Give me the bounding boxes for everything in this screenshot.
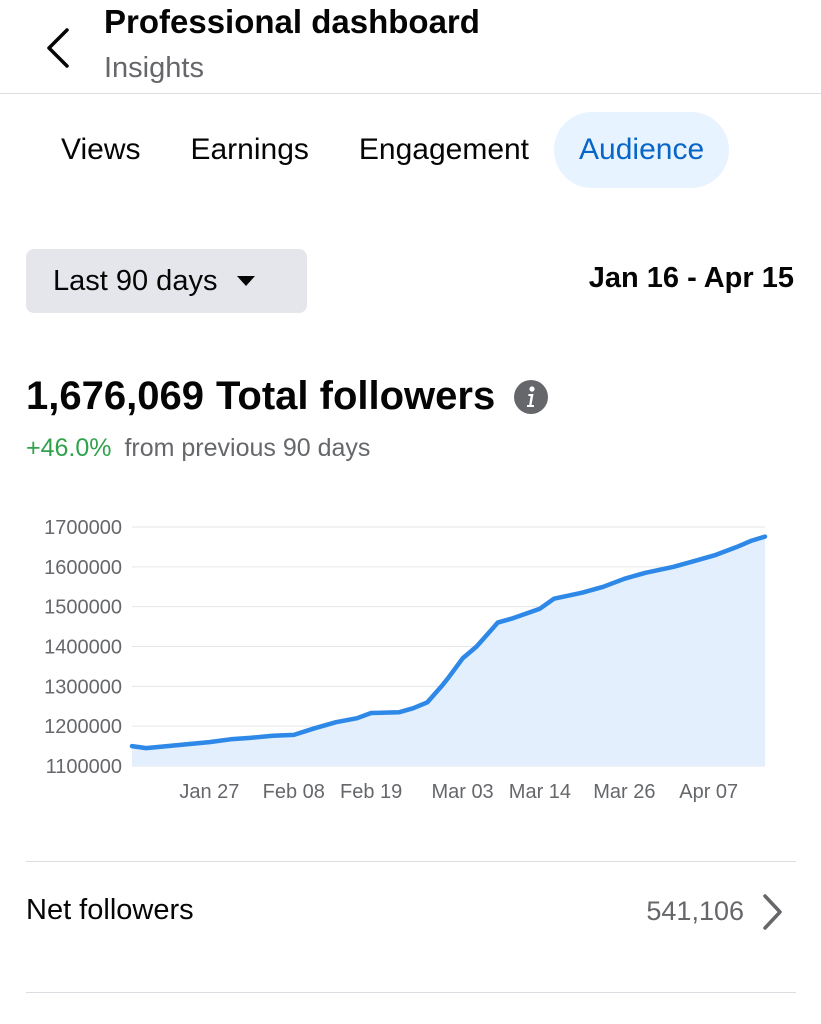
change-description: from previous 90 days: [124, 434, 371, 462]
chevron-right-icon: [763, 894, 782, 930]
date-range-dropdown[interactable]: Last 90 days: [26, 249, 307, 313]
followers-change: +46.0% from previous 90 days: [26, 434, 370, 463]
chart-x-axis: Jan 27 Feb 08 Feb 19 Mar 03 Mar 14 Mar 26 Apr …: [179, 781, 738, 803]
chart-x-tick-label: Mar 14: [509, 781, 571, 803]
change-percent: +46.0%: [26, 434, 112, 462]
chart-x-tick-label: Feb 08: [263, 781, 325, 803]
chart-y-tick-label: 1700000: [44, 517, 122, 539]
tab-earnings[interactable]: Earnings: [190, 133, 309, 166]
date-range-text: Jan 16 - Apr 15: [588, 262, 794, 294]
info-icon[interactable]: [513, 379, 549, 415]
chart-x-tick-label: Feb 19: [340, 781, 402, 803]
chart-y-axis: 1100000 1200000 1300000 1400000 1500000 16000…: [44, 517, 122, 778]
total-followers-label: Total followers: [215, 374, 496, 418]
back-button[interactable]: [30, 20, 86, 76]
followers-chart: 1100000 1200000 1300000 1400000 1500000 16000…: [44, 517, 768, 803]
net-followers-value: 541,106: [646, 896, 744, 926]
back-arrow-icon: [47, 28, 69, 68]
total-followers-value: 1,676,069: [26, 374, 204, 418]
net-followers-label: Net followers: [26, 894, 194, 926]
chart-x-tick-label: Mar 03: [431, 781, 493, 803]
divider: [26, 992, 796, 993]
net-followers-row[interactable]: Net followers 541,106: [26, 862, 796, 992]
chart-series-line: [129, 534, 768, 751]
divider: [26, 861, 796, 862]
chart-y-tick-label: 1500000: [44, 597, 122, 619]
chart-x-tick-label: Apr 07: [679, 781, 738, 803]
chart-y-tick-label: 1200000: [44, 716, 122, 738]
caret-down-icon: [237, 276, 256, 286]
total-followers-heading: 1,676,069 Total followers: [26, 374, 549, 419]
header-bar: Professional dashboard Insights: [0, 0, 821, 94]
tab-engagement[interactable]: Engagement: [358, 133, 530, 166]
chart-y-tick-label: 1300000: [44, 676, 122, 698]
chart-area: [132, 536, 765, 766]
chart-y-tick-label: 1400000: [44, 637, 122, 659]
tab-audience[interactable]: Audience: [554, 112, 730, 188]
chart-x-tick-label: Mar 26: [593, 781, 655, 803]
page-title: Professional dashboard: [104, 3, 480, 40]
chart-area-fill: [132, 536, 765, 766]
chart-y-tick-label: 1100000: [46, 756, 122, 778]
chart-x-tick-label: Jan 27: [179, 781, 239, 803]
tab-views[interactable]: Views: [61, 133, 141, 166]
page-subtitle: Insights: [104, 52, 204, 84]
chart-y-tick-label: 1600000: [44, 557, 122, 579]
date-range-dropdown-label: Last 90 days: [53, 264, 218, 297]
chart-line: [129, 534, 768, 751]
tab-bar: Views Earnings Engagement Audience: [36, 112, 730, 188]
